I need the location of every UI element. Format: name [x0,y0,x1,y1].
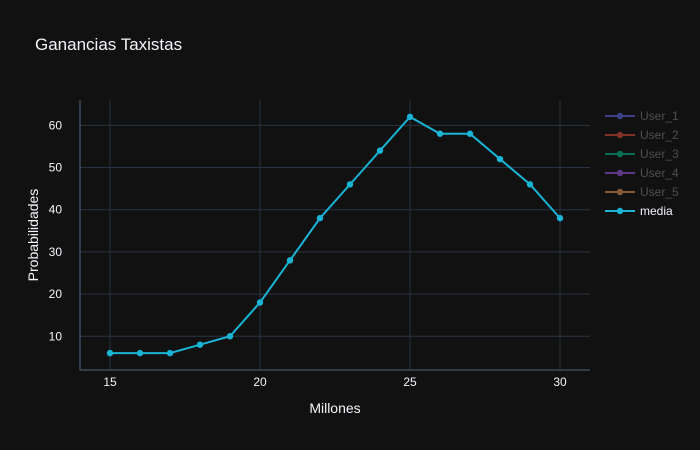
legend-label: User_5 [640,185,679,199]
series-line-media [110,115,561,355]
y-tick-label: 60 [49,118,63,132]
y-tick-label: 50 [49,161,63,175]
y-tick-label: 20 [49,287,63,301]
y-tick-label: 30 [49,245,63,259]
legend-item-User_3[interactable]: User_3 [605,147,679,161]
data-point [226,333,234,340]
legend-marker [616,207,624,215]
legend-label: User_1 [640,109,679,123]
data-point [376,147,384,154]
legend-marker [616,131,624,139]
data-point [316,214,324,222]
data-point [496,155,504,163]
x-tick-label: 20 [253,375,267,389]
series-layer [106,113,564,357]
grid-lines [80,100,590,370]
legend-label: User_3 [640,147,679,161]
legend-item-User_5[interactable]: User_5 [605,185,679,199]
data-point [466,130,474,137]
legend-item-User_2[interactable]: User_2 [605,128,679,142]
data-point [346,181,354,188]
x-tick-label: 30 [553,375,567,389]
x-tick-labels: 15 20 25 30 [103,375,567,389]
data-point [196,341,204,348]
data-point [556,214,564,222]
data-point [436,130,444,137]
plot-area[interactable] [79,100,590,371]
x-tick-label: 15 [103,375,117,389]
y-axis-title: Probabilidades [25,189,41,282]
data-point [256,299,264,306]
legend-item-media[interactable]: media [605,204,673,218]
data-point [286,257,294,264]
data-point [406,113,414,121]
data-point [166,349,174,357]
y-tick-label: 40 [49,203,63,217]
x-axis-title: Millones [309,400,360,416]
x-tick-label: 25 [403,375,417,389]
legend-item-User_4[interactable]: User_4 [605,166,679,180]
axes [79,100,590,371]
y-tick-label: 10 [49,329,63,343]
chart-title: Ganancias Taxistas [35,35,182,54]
data-point [136,349,144,357]
data-point [526,181,534,188]
legend-item-User_1[interactable]: User_1 [605,109,679,123]
y-tick-labels: 10 20 30 40 50 60 [49,118,63,343]
data-point [106,349,114,357]
legend-label: User_2 [640,128,679,142]
legend-marker [616,150,624,158]
legend-marker [616,112,624,120]
legend-label: User_4 [640,166,679,180]
legend-marker [616,169,624,177]
legend-marker [616,188,624,196]
legend-label: media [640,204,673,218]
